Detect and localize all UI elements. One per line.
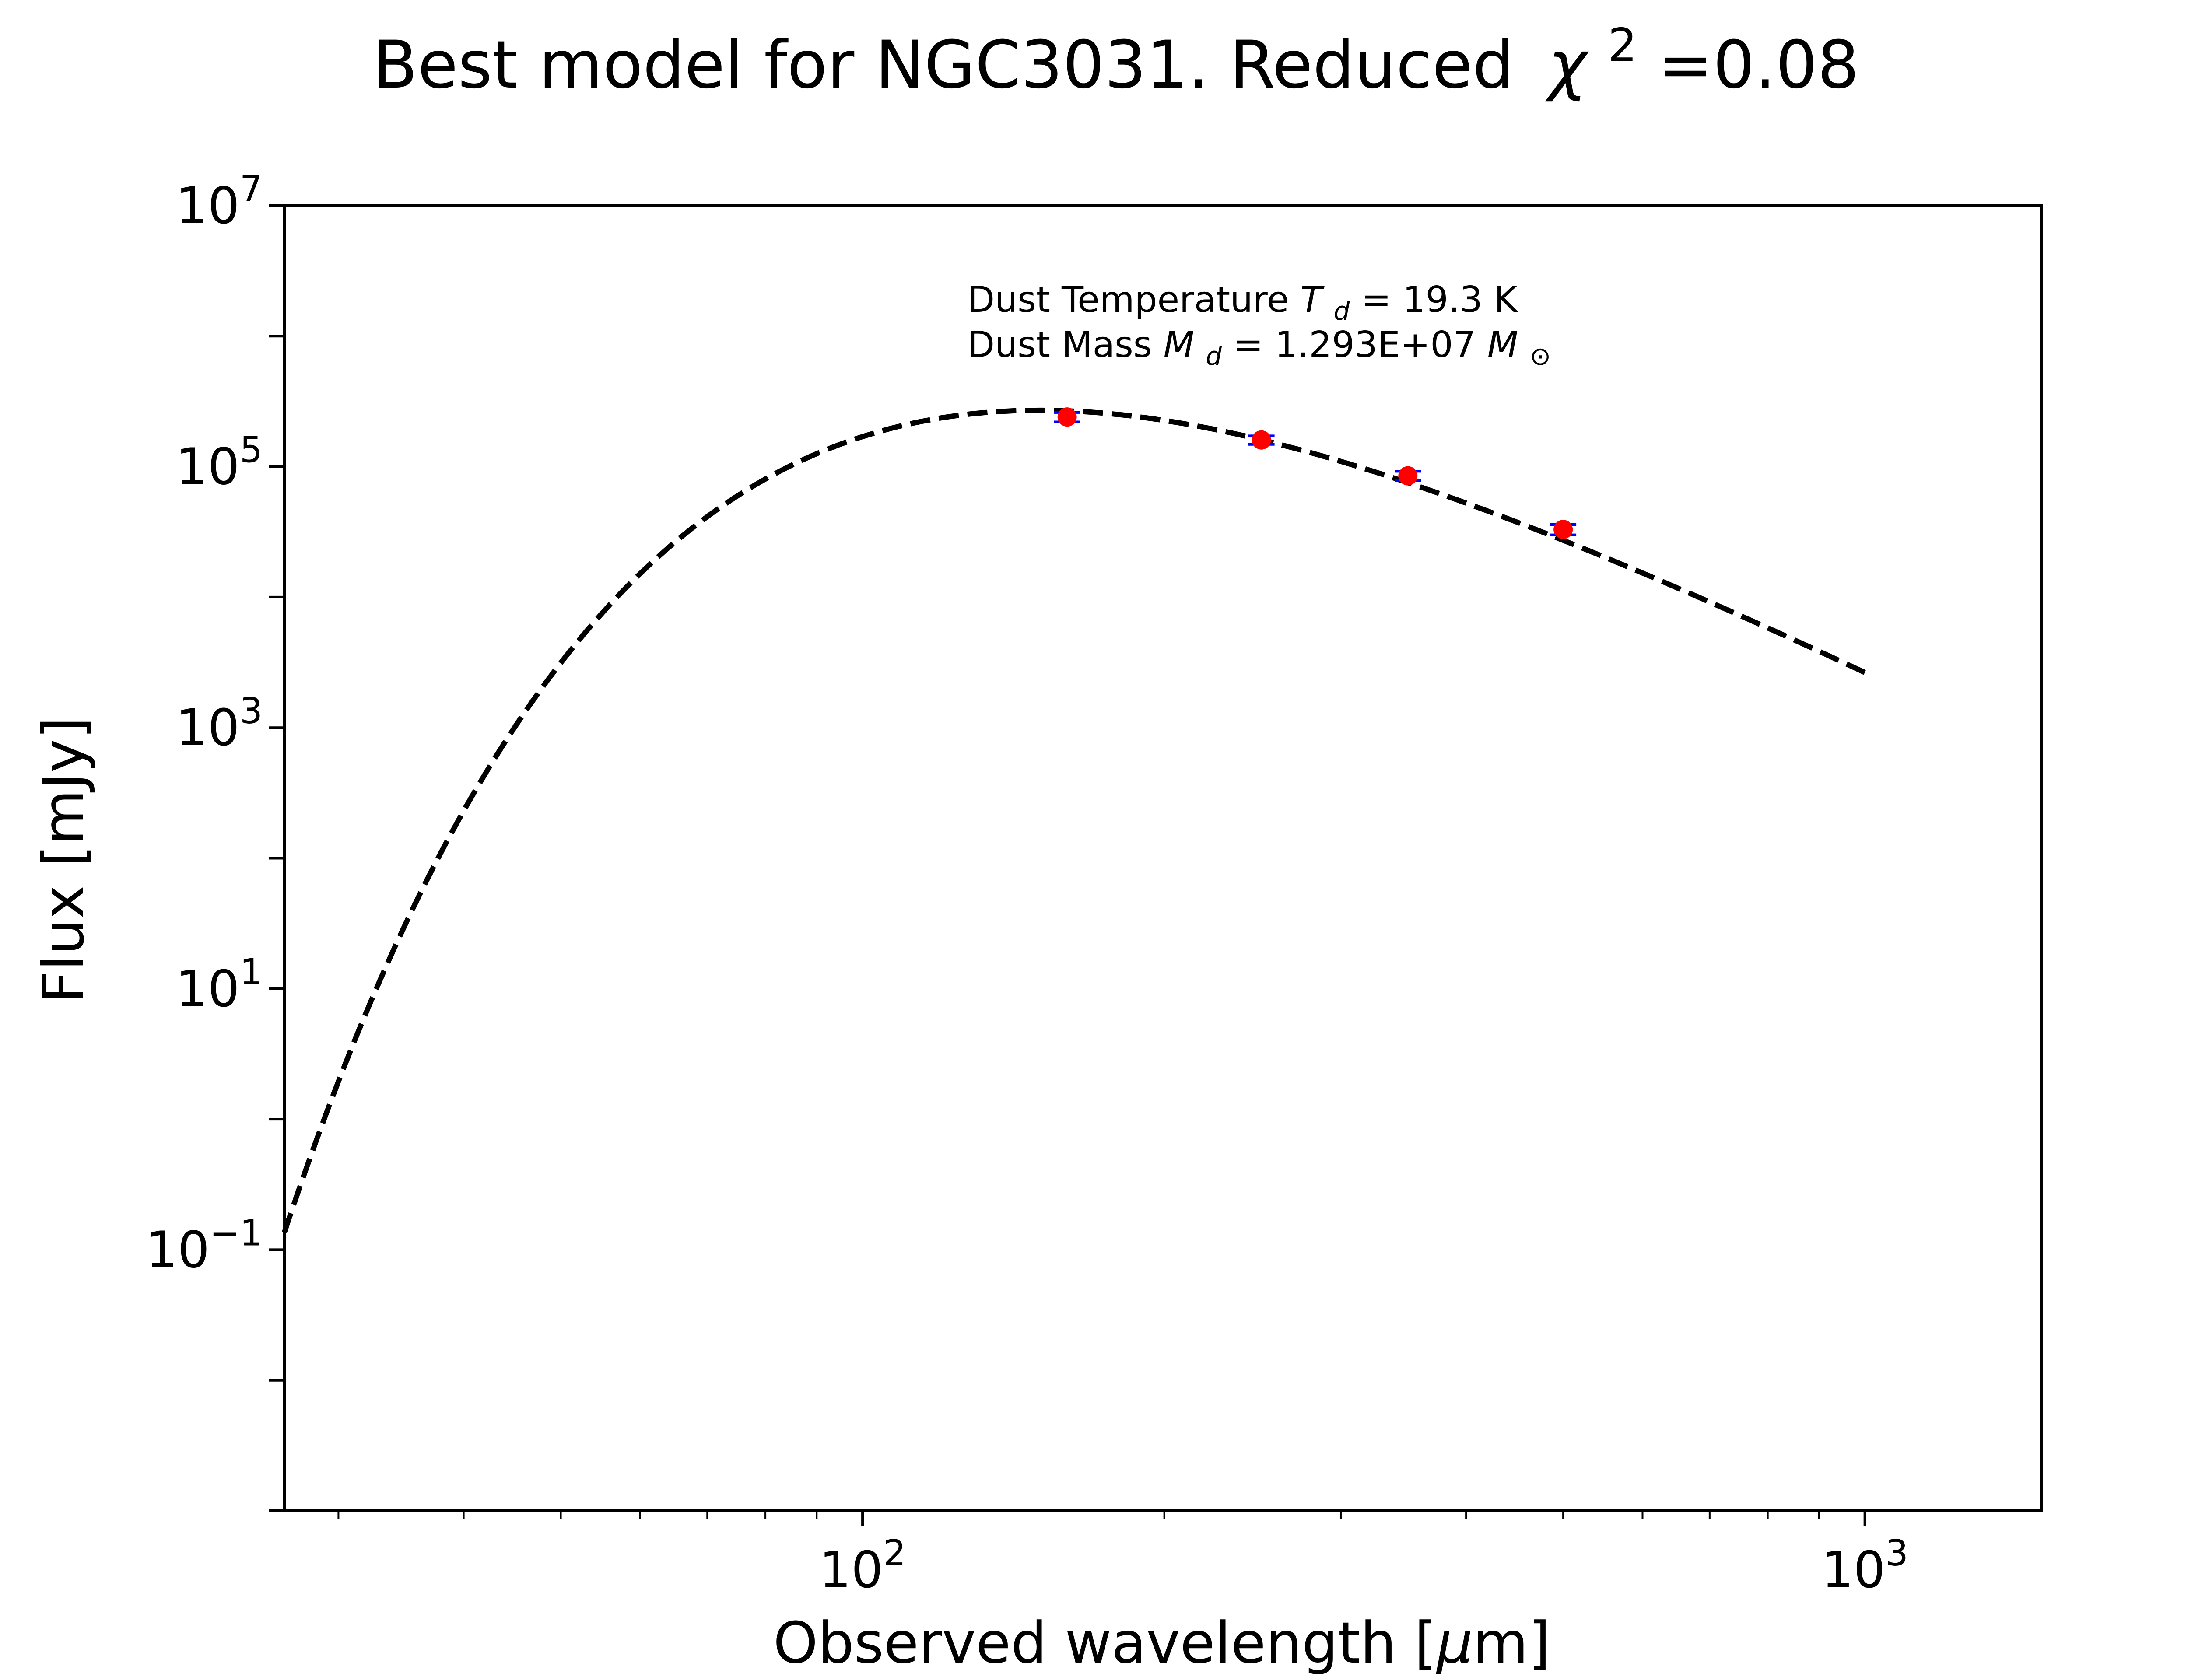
y-tick-exponent: 3 (240, 690, 263, 732)
data-point-marker (1057, 407, 1077, 427)
data-point-marker (1398, 466, 1418, 486)
chart-title-main: Best model for NGC3031. Reduced (372, 27, 1514, 103)
y-tick-base: 10 (175, 177, 239, 235)
model-curve-layer (282, 407, 1866, 1233)
chart-title: Best model for NGC3031. Reduced χ 2 =0.0… (372, 1, 1859, 103)
data-point-4 (1550, 520, 1577, 539)
y-tick-label: 107 (175, 168, 263, 235)
annotation-mass-mid: = 1.293E+07 (1233, 324, 1487, 366)
annotation-mass-prefix: Dust Mass (967, 324, 1164, 366)
y-axis-label: Flux [mJy] (30, 717, 97, 1004)
data-point-marker (1553, 520, 1573, 539)
data-point-1 (1054, 407, 1080, 427)
x-axis-label-end: m] (1473, 1610, 1550, 1676)
x-tick-base: 10 (1821, 1541, 1885, 1600)
data-point-2 (1248, 430, 1275, 450)
y-tick-exponent: −1 (210, 1212, 263, 1254)
annotation-temperature: Dust Temperature T d = 19.3 K (967, 279, 1518, 329)
x-tick-exponent: 2 (883, 1533, 906, 1574)
data-point-marker (1252, 430, 1271, 450)
annotation-mass-unit-sub: ⊙ (1530, 341, 1551, 371)
chart-title-chi: χ (1545, 27, 1589, 103)
chart-title-value: =0.08 (1658, 27, 1859, 103)
x-tick-label: 102 (819, 1533, 906, 1600)
y-tick-exponent: 7 (240, 168, 263, 210)
x-axis-label: Observed wavelength [μm] (773, 1610, 1550, 1676)
x-axis-label-main: Observed wavelength [ (773, 1610, 1437, 1676)
y-tick-label: 105 (175, 430, 263, 497)
y-tick-base: 10 (146, 1221, 210, 1279)
annotation-temperature-prefix: Dust Temperature (967, 279, 1301, 321)
annotation-mass-unit: M (1487, 324, 1518, 366)
y-tick-label: 101 (175, 952, 263, 1018)
y-tick-base: 10 (175, 699, 239, 757)
annotation-temperature-suffix: = 19.3 K (1361, 279, 1518, 321)
x-tick-label: 103 (1821, 1533, 1908, 1600)
x-tick-exponent: 3 (1886, 1533, 1908, 1574)
chart-title-chi-exponent: 2 (1608, 19, 1637, 72)
data-point-3 (1395, 466, 1421, 486)
annotation-mass: Dust Mass M d = 1.293E+07 M ⊙ (967, 324, 1551, 374)
annotation-mass-sub: d (1206, 341, 1222, 371)
annotation-temperature-sub: d (1334, 296, 1350, 326)
y-tick-exponent: 1 (240, 952, 263, 993)
annotation-mass-var: M (1164, 324, 1195, 366)
y-tick-base: 10 (175, 438, 239, 497)
x-tick-base: 10 (819, 1541, 883, 1600)
y-tick-exponent: 5 (240, 430, 263, 471)
annotation-temperature-var: T (1301, 279, 1325, 321)
y-tick-base: 10 (175, 960, 239, 1018)
data-points-layer (1054, 407, 1577, 539)
model-curve (282, 407, 1866, 1233)
plot-frame (283, 204, 2043, 1512)
y-tick-label: 10−1 (146, 1212, 263, 1279)
x-axis-label-mu: μ (1436, 1610, 1473, 1676)
y-tick-label: 103 (175, 690, 263, 757)
